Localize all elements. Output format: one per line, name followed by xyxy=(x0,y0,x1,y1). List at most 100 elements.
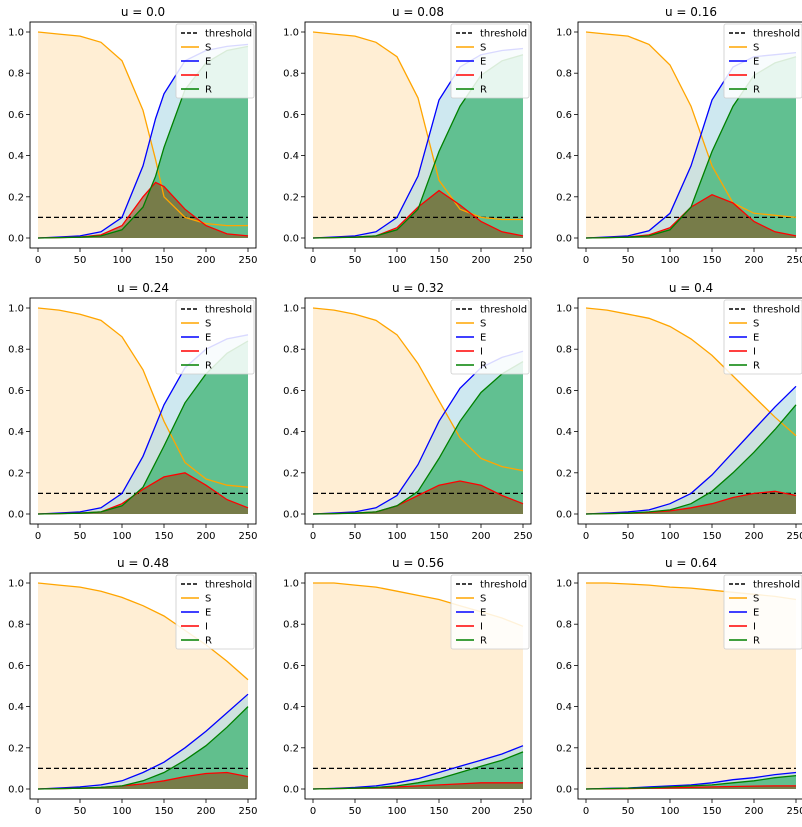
y-tick-label: 0.8 xyxy=(283,69,299,80)
legend-box xyxy=(723,23,802,99)
area-S xyxy=(313,32,523,238)
x-tick-label: 150 xyxy=(429,255,448,266)
chart-panel: u = 0.64 0 50 100 150 200 250 0.0 0.2 0.4 0.6 0.8 1.… xyxy=(556,556,802,817)
x-tick-label: 50 xyxy=(349,531,362,542)
legend-label-R: R xyxy=(480,361,487,372)
line-S xyxy=(312,31,523,221)
area-I xyxy=(38,182,248,238)
y-tick-label: 0.0 xyxy=(8,510,24,521)
legend-label-threshold: threshold xyxy=(205,580,252,591)
chart-panel: u = 0.08 0 50 100 150 200 250 0.0 0.2 0.4 0.6 0.8 1.… xyxy=(283,5,532,266)
x-tick-label: 200 xyxy=(744,531,763,542)
area-R xyxy=(313,361,523,514)
y-tick-label: 0.8 xyxy=(8,345,24,356)
y-tick-label: 1.0 xyxy=(556,304,572,315)
line-S xyxy=(312,307,524,472)
legend-label-threshold: threshold xyxy=(480,580,527,591)
x-tick-label: 250 xyxy=(513,806,532,817)
chart-panel: u = 0.32 0 50 100 150 200 250 0.0 0.2 0.4 0.6 0.8 1.… xyxy=(283,281,532,542)
x-tick-label: 200 xyxy=(196,806,215,817)
x-tick-label: 150 xyxy=(429,531,448,542)
y-tick-label: 0.4 xyxy=(8,151,24,162)
x-tick-label: 0 xyxy=(583,255,589,266)
y-tick-label: 0.2 xyxy=(556,743,572,754)
x-tick-label: 150 xyxy=(154,255,173,266)
area-R xyxy=(313,54,523,239)
x-tick-label: 100 xyxy=(112,806,131,817)
legend-label-S: S xyxy=(753,319,759,330)
x-tick-label: 100 xyxy=(112,531,131,542)
y-tick-label: 0.2 xyxy=(556,192,572,203)
x-tick-label: 50 xyxy=(74,255,87,266)
y-tick-label: 0.8 xyxy=(556,69,572,80)
axes-frame xyxy=(577,572,802,800)
x-tick-label: 250 xyxy=(238,806,257,817)
axes-frame xyxy=(577,21,802,249)
x-tick-label: 250 xyxy=(786,531,802,542)
legend-label-R: R xyxy=(205,361,212,372)
y-tick-label: 0.6 xyxy=(283,386,299,397)
line-S xyxy=(37,307,249,488)
area-R xyxy=(586,404,796,514)
legend-box xyxy=(723,574,802,650)
chart-title: u = 0.08 xyxy=(392,5,444,19)
legend-label-E: E xyxy=(480,333,486,344)
legend-label-I: I xyxy=(205,622,208,633)
legend-box xyxy=(450,574,530,650)
axes-frame xyxy=(577,297,802,525)
x-tick-label: 50 xyxy=(622,255,635,266)
y-tick-label: 0.8 xyxy=(8,69,24,80)
legend-label-E: E xyxy=(205,333,211,344)
x-tick-label: 200 xyxy=(744,806,763,817)
chart-title: u = 0.64 xyxy=(665,556,717,570)
legend-label-S: S xyxy=(753,594,759,605)
legend-label-I: I xyxy=(480,622,483,633)
y-tick-label: 0.0 xyxy=(283,234,299,245)
plot-area xyxy=(312,307,524,515)
x-tick-label: 200 xyxy=(471,531,490,542)
axes-frame xyxy=(304,572,532,800)
x-tick-label: 50 xyxy=(74,806,87,817)
x-tick-label: 250 xyxy=(238,255,257,266)
y-tick-label: 0.4 xyxy=(8,702,24,713)
legend-label-E: E xyxy=(205,57,211,68)
x-tick-label: 0 xyxy=(583,531,589,542)
legend-label-R: R xyxy=(480,636,487,647)
legend-label-E: E xyxy=(753,333,759,344)
chart-panel: u = 0.0 0 50 100 150 200 250 0.0 0.2 0.4 0.6 0.8 1.0… xyxy=(8,5,257,266)
legend-label-threshold: threshold xyxy=(753,305,800,316)
plot-area xyxy=(585,307,797,515)
x-tick-label: 50 xyxy=(622,806,635,817)
x-tick-label: 0 xyxy=(35,806,41,817)
area-R xyxy=(313,751,523,789)
y-tick-label: 0.4 xyxy=(556,151,572,162)
line-S xyxy=(37,582,249,681)
plot-area xyxy=(37,582,249,790)
y-tick-label: 0.6 xyxy=(8,661,24,672)
x-tick-label: 0 xyxy=(35,255,41,266)
area-R xyxy=(586,56,796,239)
y-tick-label: 0.6 xyxy=(556,661,572,672)
legend-label-threshold: threshold xyxy=(205,29,252,40)
y-tick-label: 1.0 xyxy=(8,28,24,39)
line-R xyxy=(312,361,524,515)
legend-label-I: I xyxy=(753,71,756,82)
y-tick-label: 0.4 xyxy=(556,702,572,713)
y-tick-label: 0.2 xyxy=(283,468,299,479)
line-S xyxy=(585,31,797,219)
y-tick-label: 1.0 xyxy=(283,579,299,590)
legend-label-S: S xyxy=(205,319,211,330)
legend-label-I: I xyxy=(753,622,756,633)
chart-title: u = 0.56 xyxy=(392,556,444,570)
area-S xyxy=(38,583,248,789)
y-tick-label: 0.6 xyxy=(283,661,299,672)
axes-frame xyxy=(29,297,257,525)
x-tick-label: 100 xyxy=(660,255,679,266)
x-tick-label: 200 xyxy=(471,806,490,817)
